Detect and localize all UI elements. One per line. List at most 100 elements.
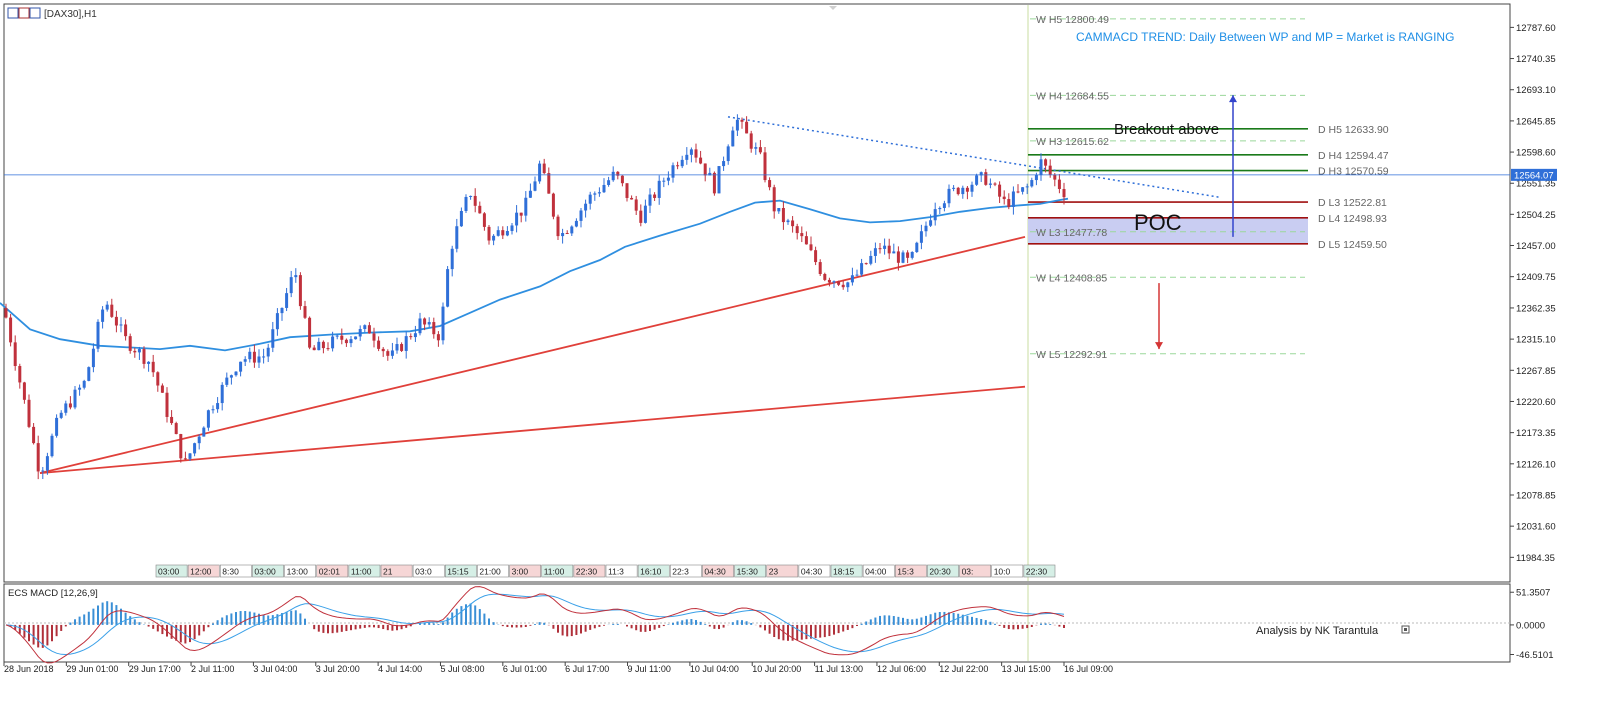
time-strip-cell — [669, 564, 702, 578]
macd-indicator — [5, 586, 1065, 664]
time-strip-label: 16:10 — [640, 567, 662, 577]
down-arrow-icon — [1155, 342, 1163, 350]
window-icon-2 — [18, 7, 30, 19]
candle-body — [390, 350, 394, 356]
time-strip-cell — [798, 564, 831, 578]
candle-body — [55, 417, 59, 436]
candle-body — [321, 341, 325, 349]
candle-body — [344, 339, 348, 344]
price-tick-label: 12457.00 — [1516, 241, 1556, 252]
time-strip-label: 8:30 — [222, 567, 239, 577]
window-title-bar: [DAX30],H1 — [7, 7, 97, 20]
price-tick-label: 12126.10 — [1516, 459, 1556, 470]
candle-body — [165, 392, 169, 417]
candle-body — [473, 195, 477, 206]
candle-body — [367, 325, 371, 334]
candle-body — [114, 316, 118, 326]
candle-body — [823, 274, 827, 280]
candle-body — [1044, 159, 1048, 166]
candle-body — [41, 470, 45, 472]
price-tick-label: 11984.35 — [1516, 553, 1555, 564]
candle-body — [478, 205, 482, 214]
candle-body — [87, 367, 91, 381]
weekly-pivot-label: W H4 12684.55 — [1036, 90, 1109, 102]
candle-body — [795, 226, 799, 234]
candle-body — [243, 359, 247, 362]
candle-body — [708, 172, 712, 176]
candle-body — [395, 344, 399, 351]
poc-zone — [1028, 217, 1308, 244]
daily-pivot-label: D H5 12633.90 — [1318, 124, 1389, 136]
candle-body — [979, 172, 983, 176]
candle-body — [965, 187, 969, 192]
price-tick-label: 12693.10 — [1516, 85, 1556, 96]
time-strip-label: 03: — [962, 567, 974, 577]
candle-body — [469, 195, 473, 197]
time-tick-label: 10 Jul 04:00 — [690, 664, 739, 674]
time-tick-label: 13 Jul 15:00 — [1002, 664, 1051, 674]
time-strip-cell — [637, 564, 670, 578]
candle-body — [1021, 187, 1025, 192]
candle-body — [482, 213, 486, 227]
candle-body — [377, 340, 381, 349]
candle-body — [137, 349, 141, 353]
candle-body — [4, 308, 8, 318]
candle-body — [643, 205, 647, 223]
time-strip-label: 03:00 — [158, 567, 180, 577]
candle-body — [998, 184, 1002, 197]
candle-body — [64, 403, 68, 413]
candle-body — [349, 339, 353, 344]
breakout-label: Breakout above — [1114, 121, 1219, 138]
candle-body — [179, 434, 183, 459]
candle-body — [873, 248, 877, 256]
time-strip-label: 13:00 — [287, 567, 309, 577]
candle-body — [27, 399, 31, 427]
candle-body — [1002, 196, 1006, 200]
candles — [4, 114, 1066, 480]
candle-body — [639, 210, 643, 223]
candle-body — [257, 356, 261, 363]
candle-body — [82, 380, 86, 388]
candle-body — [850, 275, 854, 283]
daily-pivot-label: D H4 12594.47 — [1318, 150, 1389, 162]
candle-body — [298, 275, 302, 307]
weekly-pivot-label: W H3 12615.62 — [1036, 136, 1109, 148]
candle-body — [1034, 175, 1038, 181]
candle-body — [528, 190, 532, 198]
macd-axis: 51.3507 0.0000 -46.5101 — [1510, 588, 1554, 661]
candle-body — [110, 304, 114, 317]
time-strip-cell — [605, 564, 638, 578]
time-strip-cell — [155, 564, 188, 578]
candle-body — [584, 203, 588, 211]
candle-body — [607, 180, 611, 185]
macd-signal-line — [5, 593, 1065, 656]
trendline-lower-support — [39, 385, 1026, 475]
candle-body — [791, 220, 795, 227]
time-strip-cell — [477, 564, 509, 578]
candle-body — [680, 159, 684, 167]
candle-body — [515, 212, 519, 226]
candle-body — [947, 188, 951, 204]
candle-body — [1016, 191, 1020, 193]
candle-body — [501, 230, 505, 236]
candle-body — [1025, 186, 1029, 188]
candle-body — [800, 233, 804, 237]
projection-arrows — [1155, 95, 1237, 350]
candle-body — [892, 251, 896, 254]
price-axis: 12787.60 12740.35 12693.10 12645.85 12598.60… — [1510, 23, 1556, 564]
candle-body — [717, 166, 721, 194]
candle-body — [570, 226, 574, 234]
candle-body — [620, 175, 624, 184]
macd-tick-label: -46.5101 — [1516, 650, 1554, 661]
candle-body — [216, 403, 220, 410]
candle-body — [726, 146, 730, 162]
candle-body — [814, 250, 818, 263]
candle-body — [160, 385, 164, 393]
candle-body — [1057, 179, 1061, 189]
time-tick-label: 29 Jun 17:00 — [129, 664, 181, 674]
time-strip-label: 15:3 — [897, 567, 914, 577]
candle-body — [197, 436, 201, 444]
candle-body — [363, 325, 367, 330]
candle-body — [653, 194, 657, 198]
